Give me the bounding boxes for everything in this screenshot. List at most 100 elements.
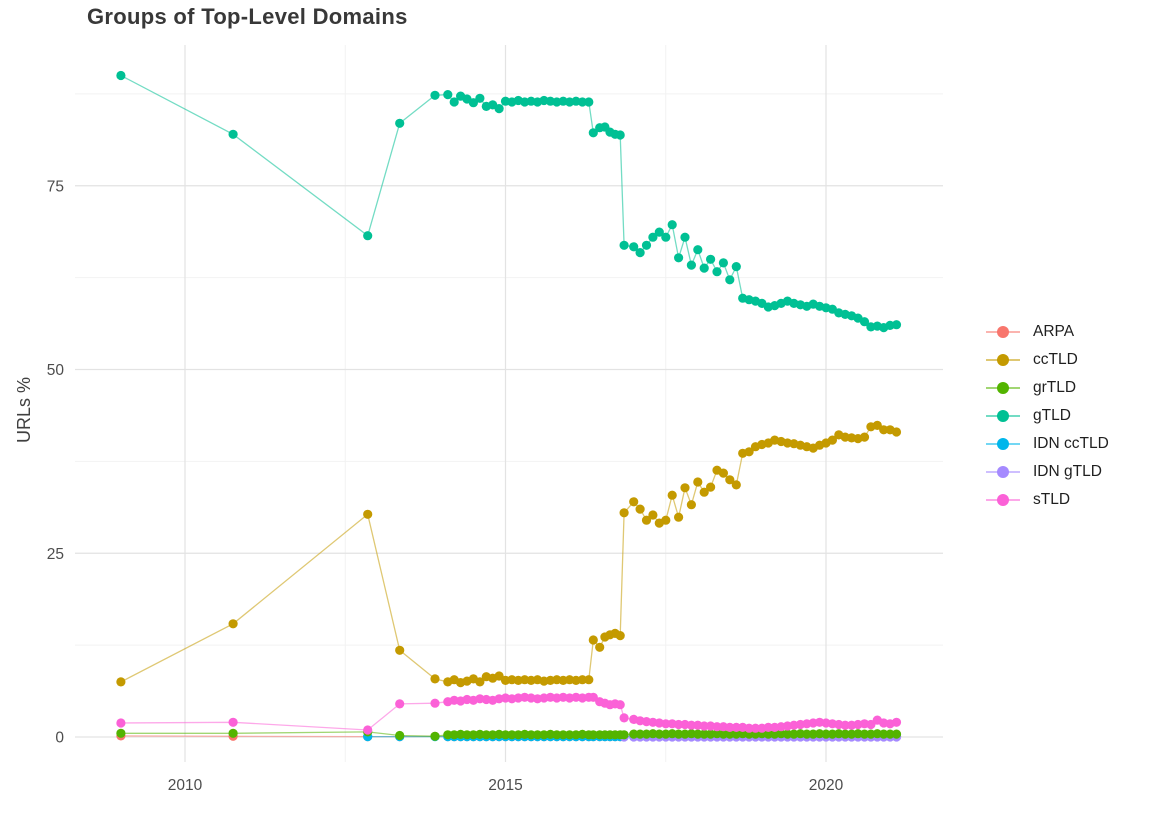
series-point-cctld [872,420,882,430]
series-point-gtld [731,262,741,272]
series-point-grtld [430,731,440,741]
series-point-grtld [789,729,799,739]
series-point-cctld [116,677,126,687]
series-point-gtld [693,245,703,255]
series-point-stld [750,723,761,733]
series-point-gtld [363,231,373,241]
legend-label: grTLD [1033,379,1077,396]
series-point-gtld [116,70,126,81]
series-point-grtld [654,729,664,739]
series-point-stld [763,722,773,733]
series-point-gtld [468,98,478,108]
series-point-gtld [395,118,405,128]
series-point-cctld [577,675,588,685]
y-tick-label: 75 [47,178,64,195]
series-point-cctld [731,480,741,490]
series-point-gtld [641,240,652,250]
series-point-gtld [686,260,697,270]
series-point-stld [430,698,440,708]
series-point-grtld [552,730,562,740]
series-point-grtld [558,730,568,740]
legend-item-arpa: ARPA [986,318,1109,346]
series-point-cctld [693,477,703,487]
series-point-cctld [430,674,440,684]
legend-item-idn-gtld: IDN gTLD [986,458,1109,486]
series-point-cctld [475,677,485,687]
series-point-grtld [629,729,639,739]
series-point-grtld [395,730,405,741]
series-point-stld [395,699,405,709]
series-point-stld [615,700,625,710]
series-point-grtld [840,729,850,739]
legend-item-cctld: ccTLD [986,346,1109,374]
series-point-grtld [443,730,453,740]
series-point-gtld [635,248,645,258]
series-point-grtld [699,729,709,739]
series-point-cctld [629,497,639,507]
series-point-grtld [462,730,472,740]
series-point-stld [744,723,754,733]
series-point-gtld [475,93,485,103]
series-point-grtld [228,728,238,738]
series-point-grtld [879,729,889,739]
series-point-cctld [595,642,605,652]
series-point-stld [674,719,684,730]
series-point-stld [840,720,850,730]
series-point-cctld [648,510,658,520]
series-point-stld [363,725,373,735]
series-point-grtld [481,730,491,740]
legend-label: IDN ccTLD [1033,435,1109,452]
series-point-cctld [228,619,238,629]
series-point-cctld [680,483,690,493]
series-point-gtld [859,317,870,327]
series-point-grtld [693,729,703,739]
series-point-gtld [430,90,440,100]
chart-title: Groups of Top-Level Domains [87,4,408,29]
series-point-stld [661,719,671,729]
legend-item-stld: sTLD [986,486,1109,514]
legend-label: gTLD [1033,407,1071,424]
legend-label: sTLD [1033,491,1071,508]
series-point-gtld [449,97,459,107]
series-point-cctld [584,675,594,685]
series-point-grtld [885,729,895,739]
series-point-cctld [859,432,870,442]
series-line-cctld [120,424,897,684]
series-point-grtld [763,729,773,739]
series-point-stld [891,717,902,727]
series-point-gtld [494,104,504,114]
legend: ARPA ccTLD grTLD gTLD IDN ccTLD IDN gTLD sTLD [986,318,1109,514]
legend-label: ARPA [1033,323,1075,340]
series-point-grtld [588,730,598,740]
legend-item-grtld: grTLD [986,374,1109,402]
series-point-gtld [615,130,625,140]
series-point-gtld [674,253,684,263]
series-point-cctld [827,435,838,445]
series-point-gtld [667,220,677,230]
series-point-stld [712,722,722,732]
legend-key-icon [986,409,1020,423]
series-point-gtld [706,254,716,264]
series-point-cctld [494,671,504,681]
series-point-grtld [782,729,793,739]
series-point-cctld [718,468,729,478]
series-point-gtld [648,232,658,242]
series-point-cctld [635,504,645,514]
legend-key-icon [986,325,1020,339]
series-line-gtld [120,74,897,329]
series-point-gtld [629,242,639,252]
series-point-cctld [674,512,684,522]
series-point-stld [686,720,697,730]
series-point-cctld [395,645,405,655]
series-point-gtld [725,275,735,285]
series-point-cctld [706,482,716,492]
legend-key-icon [986,381,1020,395]
series-point-gtld [228,129,238,139]
y-axis-title: URLs % [14,377,34,443]
y-tick-label: 0 [55,730,64,747]
series-point-cctld [363,509,373,519]
series-point-grtld [802,729,812,739]
series-point-stld [619,713,629,723]
legend-label: IDN gTLD [1033,463,1102,480]
legend-key-icon [986,465,1020,479]
